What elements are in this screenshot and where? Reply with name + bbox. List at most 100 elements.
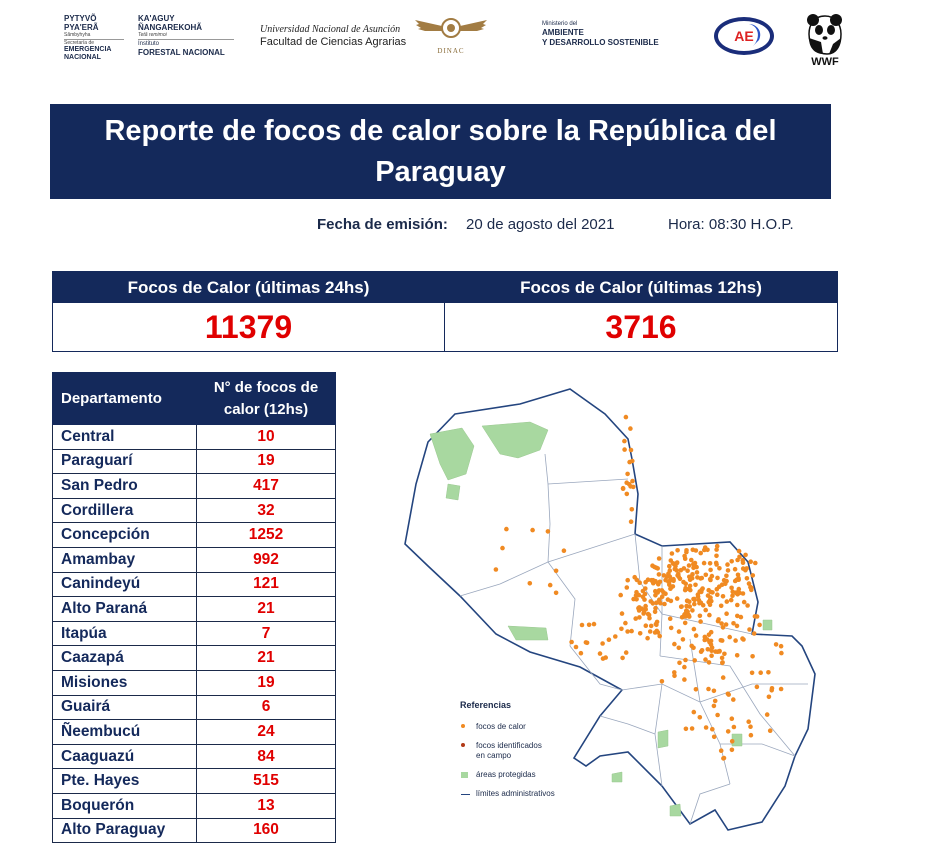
legend-hotspots-label: focos de calor <box>476 722 526 731</box>
hotspot-point <box>723 622 729 627</box>
hotspot-point <box>773 642 779 647</box>
hotspot-point <box>630 458 635 464</box>
protected-areas <box>429 421 773 817</box>
hotspot-point <box>713 560 719 566</box>
hotspot-point <box>637 580 642 585</box>
hotspot-point <box>725 729 731 734</box>
mades-logo-line1: Ministerio del <box>542 21 578 27</box>
hotspot-point <box>712 698 718 704</box>
legend-field-label-1: focos identificados <box>476 741 542 750</box>
hotspot-point <box>686 613 692 618</box>
hotspot-point <box>500 545 505 551</box>
hotspot-point <box>685 598 690 603</box>
hotspot-point <box>729 716 735 721</box>
hotspot-point <box>695 594 701 599</box>
hotspot-point <box>689 726 695 731</box>
hotspot-point <box>720 594 726 599</box>
hotspot-point <box>725 562 730 567</box>
hotspot-point <box>655 590 660 595</box>
hotspot-point <box>668 585 674 590</box>
hotspot-point <box>659 594 665 599</box>
hotspot-point <box>778 643 784 649</box>
infona-logo-line4: Instituto <box>138 39 234 48</box>
hotspot-point <box>637 605 642 610</box>
hotspot-point <box>689 575 695 581</box>
department-count: 21 <box>196 596 336 622</box>
hotspot-point <box>754 614 760 619</box>
hotspot-point <box>729 559 734 564</box>
hotspot-point <box>717 566 722 571</box>
hotspot-point <box>735 602 740 608</box>
hotspot-point <box>693 633 699 638</box>
hotspot-point <box>637 615 642 620</box>
wwf-logo: WWF <box>805 12 845 68</box>
hotspot-point <box>629 628 634 634</box>
hotspot-point <box>744 566 749 571</box>
hotspot-point <box>701 560 707 566</box>
hotspot-point <box>647 615 652 621</box>
department-count: 21 <box>196 645 336 671</box>
hotspot-point <box>645 611 651 617</box>
hotspot-point <box>757 622 762 628</box>
hotspot-point <box>748 724 753 729</box>
hotspot-point <box>678 567 684 573</box>
hotspot-point <box>656 556 662 561</box>
aep-logo: AE <box>713 16 775 56</box>
dinac-logo: DINAC <box>413 12 489 60</box>
hotspot-point <box>728 597 734 603</box>
dinac-label: DINAC <box>437 47 465 55</box>
department-name: Concepción <box>52 522 197 548</box>
hotspot-point <box>735 613 740 619</box>
hotspot-point <box>719 621 724 626</box>
legend-item-hotspots: focos de calor <box>460 722 555 732</box>
hotspot-point <box>693 687 699 692</box>
hotspot-point <box>745 603 750 608</box>
hotspot-point <box>530 527 535 533</box>
hotspot-point <box>779 650 784 656</box>
hotspot-point <box>504 526 509 532</box>
hotspot-point <box>740 560 746 565</box>
count-12h-label: Focos de Calor (últimas 12hs) <box>445 272 837 303</box>
hotspot-points <box>493 414 784 761</box>
table-row: Caazapá 21 <box>52 645 336 671</box>
hotspot-point <box>597 651 603 656</box>
hotspot-point <box>600 641 605 646</box>
hotspot-point <box>691 709 697 715</box>
wwf-label: WWF <box>811 56 839 68</box>
hotspot-point <box>674 596 680 601</box>
hotspot-point <box>689 557 694 563</box>
hotspot-point <box>622 447 627 452</box>
report-title: Reporte de focos de calor sobre la Repúb… <box>104 114 777 188</box>
count-24h-label: Focos de Calor (últimas 24hs) <box>53 272 444 303</box>
hotspot-point <box>733 638 738 643</box>
hotspot-point <box>659 679 665 684</box>
table-row: Guairá 6 <box>52 694 336 721</box>
hotspot-point <box>661 590 666 595</box>
hotspot-point <box>654 600 659 605</box>
hotspot-point <box>682 556 688 561</box>
department-count: 992 <box>196 546 336 573</box>
hotspot-point <box>692 658 697 663</box>
hotspot-point <box>625 577 630 583</box>
hotspot-point <box>706 660 712 665</box>
hotspot-point <box>662 601 667 607</box>
hotspot-point <box>707 561 713 566</box>
hotspot-point <box>623 620 628 626</box>
hotspot-point <box>650 577 656 583</box>
hotspot-point <box>586 622 592 628</box>
hotspot-point <box>655 566 660 571</box>
aep-label: AE <box>734 28 754 44</box>
hotspot-point <box>619 611 625 616</box>
hotspot-point <box>706 686 711 692</box>
hotspot-point <box>708 589 714 595</box>
hotspot-point <box>731 697 736 702</box>
hotspot-point <box>620 486 626 491</box>
field-hotspot-dot-icon <box>461 743 465 747</box>
hotspot-point <box>747 627 752 632</box>
hotspot-point <box>527 581 533 586</box>
table-header-row: Departamento N° de focos de calor (12hs) <box>52 372 336 425</box>
hotspot-point <box>658 600 663 606</box>
hotspot-point <box>643 603 648 609</box>
hotspot-point <box>707 612 712 618</box>
hotspot-point <box>683 726 689 732</box>
